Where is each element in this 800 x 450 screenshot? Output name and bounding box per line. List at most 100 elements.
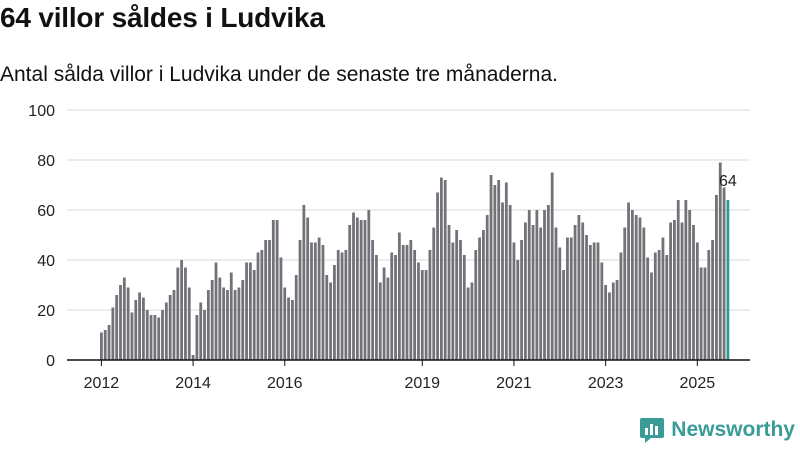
bar[interactable] <box>340 252 344 361</box>
bar[interactable] <box>241 280 245 360</box>
bar[interactable] <box>577 215 581 360</box>
bar[interactable] <box>195 315 199 360</box>
bar[interactable] <box>115 295 119 360</box>
bar[interactable] <box>218 277 222 361</box>
bar[interactable] <box>397 232 401 361</box>
bar[interactable] <box>493 185 497 360</box>
bar[interactable] <box>504 182 508 361</box>
bar[interactable] <box>661 237 665 361</box>
bar[interactable] <box>604 285 608 360</box>
bar[interactable] <box>485 215 489 360</box>
bar[interactable] <box>711 240 714 360</box>
bar[interactable] <box>382 267 386 361</box>
bar[interactable] <box>562 270 566 360</box>
bar[interactable] <box>268 240 271 360</box>
bar[interactable] <box>531 225 535 360</box>
bar[interactable] <box>482 230 485 360</box>
brand-logo[interactable]: Newsworthy <box>639 416 795 444</box>
bar[interactable] <box>248 262 252 361</box>
bar[interactable] <box>592 242 596 361</box>
bar[interactable] <box>722 187 726 361</box>
bar[interactable] <box>588 245 592 360</box>
bar[interactable] <box>627 202 630 361</box>
bar[interactable] <box>394 255 397 360</box>
bar[interactable] <box>321 245 325 360</box>
bar[interactable] <box>527 210 531 360</box>
bar[interactable] <box>405 245 409 360</box>
bar[interactable] <box>459 240 462 360</box>
bar[interactable] <box>420 270 424 360</box>
bar[interactable] <box>336 250 340 360</box>
bar[interactable] <box>260 250 264 360</box>
bar[interactable] <box>103 330 107 360</box>
bar[interactable] <box>524 222 527 361</box>
bar[interactable] <box>344 250 348 360</box>
bar[interactable] <box>600 262 604 361</box>
bar[interactable] <box>566 237 569 361</box>
bar[interactable] <box>474 250 478 360</box>
bar[interactable] <box>256 252 260 361</box>
bar[interactable] <box>302 205 306 360</box>
bar[interactable] <box>306 217 310 361</box>
bar[interactable] <box>707 250 711 360</box>
bar[interactable] <box>172 290 176 360</box>
bar[interactable] <box>424 270 428 360</box>
bar[interactable] <box>447 225 451 360</box>
bar[interactable] <box>271 220 275 360</box>
bar[interactable] <box>695 242 699 361</box>
bar[interactable] <box>233 290 237 360</box>
bar[interactable] <box>688 210 692 360</box>
bar[interactable] <box>653 252 657 361</box>
bar[interactable] <box>176 267 180 361</box>
bar[interactable] <box>111 307 115 361</box>
bar[interactable] <box>352 212 355 361</box>
bar[interactable] <box>191 355 195 360</box>
bar[interactable] <box>164 302 168 361</box>
bar[interactable] <box>229 272 233 361</box>
bar[interactable] <box>386 277 390 361</box>
bar[interactable] <box>119 285 122 360</box>
bar[interactable] <box>145 310 149 360</box>
bar[interactable] <box>122 277 126 361</box>
bar[interactable] <box>550 172 554 361</box>
bar[interactable] <box>699 267 703 361</box>
bar[interactable] <box>466 287 470 361</box>
bar[interactable] <box>462 255 466 360</box>
bar[interactable] <box>546 205 550 360</box>
bar[interactable] <box>611 282 615 361</box>
bar[interactable] <box>390 252 394 361</box>
bar[interactable] <box>333 265 336 360</box>
bar[interactable] <box>294 275 298 360</box>
bar[interactable] <box>325 275 329 360</box>
bar[interactable] <box>718 162 722 361</box>
bar[interactable] <box>684 200 688 360</box>
bar[interactable] <box>226 290 229 360</box>
bar[interactable] <box>657 250 661 360</box>
bar[interactable] <box>650 272 653 361</box>
bar[interactable] <box>153 315 157 360</box>
bar[interactable] <box>355 217 359 361</box>
bar[interactable] <box>596 242 600 361</box>
bar[interactable] <box>585 235 588 360</box>
bar[interactable] <box>428 250 432 360</box>
bar[interactable] <box>573 225 577 360</box>
bar[interactable] <box>669 222 672 361</box>
bar[interactable] <box>279 257 283 361</box>
bar[interactable] <box>558 247 562 361</box>
bar[interactable] <box>142 297 145 361</box>
bar[interactable] <box>161 310 164 360</box>
bar[interactable] <box>630 210 634 360</box>
bar[interactable] <box>100 332 103 361</box>
bar[interactable] <box>455 230 459 360</box>
bar[interactable] <box>501 202 504 361</box>
bar[interactable] <box>409 240 413 360</box>
bar[interactable] <box>107 325 111 360</box>
bar[interactable] <box>130 312 134 361</box>
bar[interactable] <box>298 240 302 360</box>
bar[interactable] <box>283 287 287 361</box>
bar[interactable] <box>451 242 455 361</box>
bar[interactable] <box>401 245 405 360</box>
bar[interactable] <box>665 255 669 360</box>
bar[interactable] <box>149 315 153 360</box>
bar[interactable] <box>378 282 382 361</box>
